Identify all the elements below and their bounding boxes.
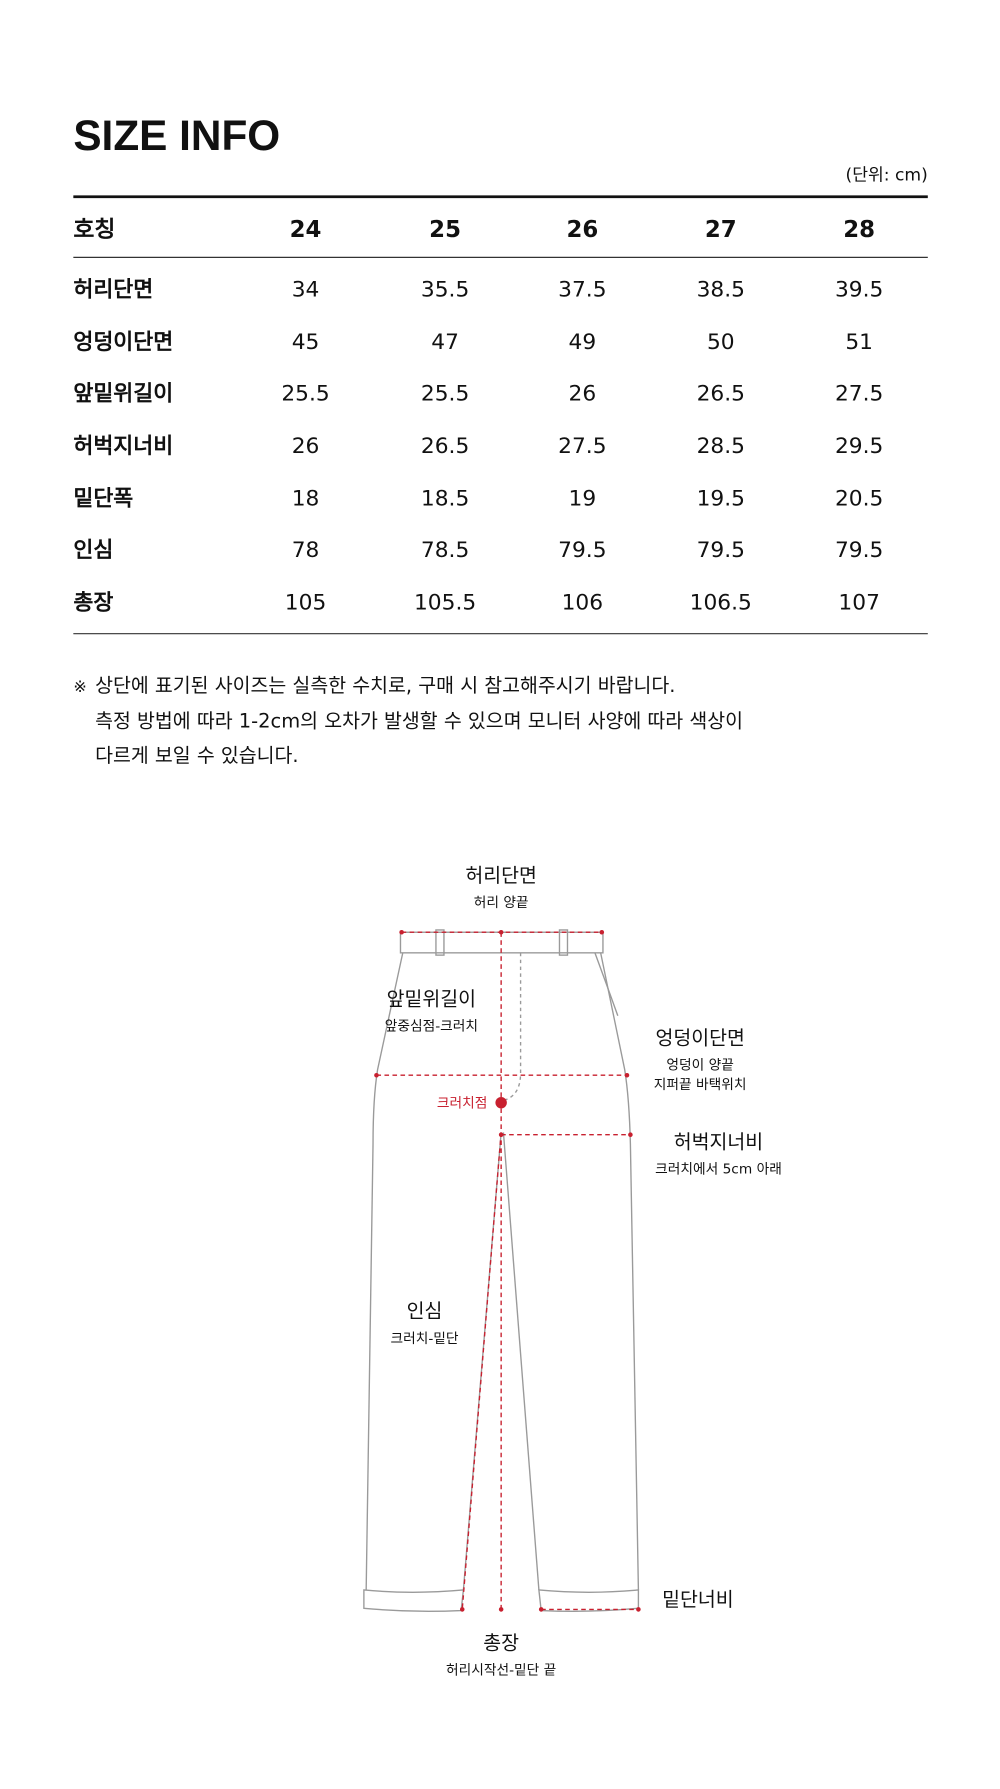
cell: 18.5	[421, 487, 469, 512]
diagram-label: 밑단너비	[662, 1588, 734, 1611]
diagram-label: 허벅지너비	[674, 1130, 763, 1153]
cell: 34	[292, 277, 320, 302]
cell: 79.5	[835, 538, 883, 563]
cell: 27.5	[835, 381, 883, 406]
diagram-label: 총장	[483, 1631, 519, 1654]
cell: 19.5	[697, 487, 745, 512]
cell: 79.5	[558, 538, 606, 563]
diagram-sublabel: 지퍼끝 바택위치	[654, 1077, 747, 1093]
cell: 47	[431, 330, 459, 355]
row-label: 엉덩이단면	[73, 330, 173, 355]
cell: 37.5	[558, 277, 606, 302]
diagram-sublabel: 허리시작선-밑단 끝	[446, 1663, 556, 1679]
measure-points	[374, 929, 641, 1612]
cell: 35.5	[421, 277, 469, 302]
crotch-label: 크러치점	[437, 1095, 488, 1111]
cell: 25.5	[281, 381, 329, 406]
cell: 28.5	[697, 434, 745, 459]
diagram-label: 허리단면	[465, 864, 537, 887]
note-line: 다르게 보일 수 있습니다.	[95, 744, 299, 767]
cell: 27.5	[558, 434, 606, 459]
column-header: 27	[705, 217, 737, 243]
unit: (단위: cm)	[846, 166, 928, 186]
cell: 26.5	[697, 381, 745, 406]
cell: 18	[292, 487, 320, 512]
row-header-label: 호칭	[73, 217, 115, 243]
column-header: 26	[566, 217, 598, 243]
cell: 78.5	[421, 538, 469, 563]
note-line: 측정 방법에 따라 1-2cm의 오차가 발생할 수 있으며 모니터 사양에 따…	[95, 709, 743, 732]
cell: 19	[569, 487, 597, 512]
row-label: 밑단폭	[73, 487, 133, 512]
diagram-sublabel: 크러치에서 5cm 아래	[655, 1162, 782, 1178]
cell: 79.5	[697, 538, 745, 563]
diagram-label: 인심	[407, 1300, 443, 1323]
row-label: 앞밑위길이	[73, 381, 173, 406]
cell: 38.5	[697, 277, 745, 302]
cell: 26.5	[421, 434, 469, 459]
diagram-sublabel: 앞중심점-크러치	[385, 1019, 478, 1035]
column-header: 24	[290, 217, 322, 243]
cell: 20.5	[835, 487, 883, 512]
column-header: 28	[843, 217, 875, 243]
row-label: 총장	[73, 591, 113, 616]
diagram-sublabel: 크러치-밑단	[390, 1331, 458, 1347]
column-header: 25	[429, 217, 461, 243]
cell: 105.5	[414, 591, 476, 616]
cell: 39.5	[835, 277, 883, 302]
cell: 25.5	[421, 381, 469, 406]
cell: 45	[292, 330, 320, 355]
note-line: 상단에 표기된 사이즈는 실측한 수치로, 구매 시 참고해주시기 바랍니다.	[95, 674, 675, 697]
cell: 78	[292, 538, 320, 563]
cell: 105	[285, 591, 326, 616]
cell: 107	[838, 591, 879, 616]
row-label: 허리단면	[73, 277, 153, 302]
title: SIZE INFO	[73, 112, 280, 159]
diagram-sublabel: 엉덩이 양끝	[666, 1058, 733, 1074]
diagram-label: 엉덩이단면	[655, 1026, 744, 1049]
cell: 49	[569, 330, 597, 355]
cell: 51	[845, 330, 873, 355]
row-label: 허벅지너비	[73, 434, 173, 459]
cell: 29.5	[835, 434, 883, 459]
diagram-sublabel: 허리 양끝	[474, 895, 529, 911]
row-label: 인심	[73, 538, 113, 563]
cell: 26	[569, 381, 597, 406]
cell: 50	[707, 330, 735, 355]
diagram-label: 앞밑위길이	[387, 987, 476, 1010]
cell: 106	[562, 591, 603, 616]
note-mark: ※	[73, 677, 86, 696]
cell: 26	[292, 434, 320, 459]
cell: 106.5	[690, 591, 752, 616]
